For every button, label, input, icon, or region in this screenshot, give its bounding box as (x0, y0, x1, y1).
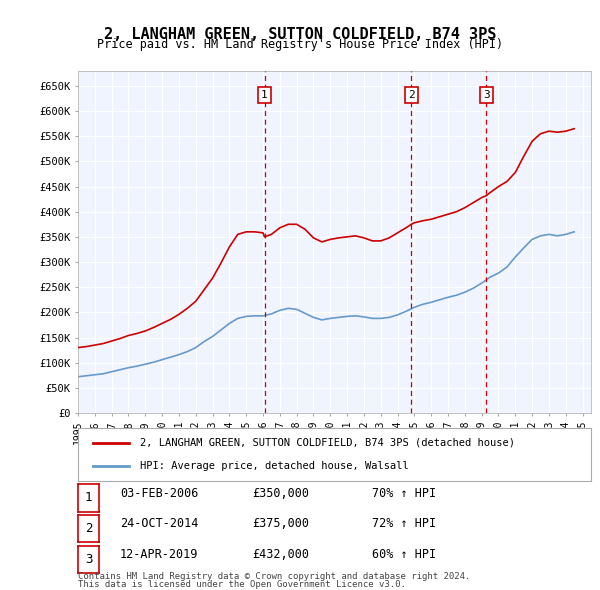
Text: 12-APR-2019: 12-APR-2019 (120, 548, 199, 561)
Text: £350,000: £350,000 (252, 487, 309, 500)
Text: 2: 2 (408, 90, 415, 100)
Text: 2, LANGHAM GREEN, SUTTON COLDFIELD, B74 3PS (detached house): 2, LANGHAM GREEN, SUTTON COLDFIELD, B74 … (140, 438, 515, 448)
Text: 1: 1 (261, 90, 268, 100)
Text: £375,000: £375,000 (252, 517, 309, 530)
Text: 03-FEB-2006: 03-FEB-2006 (120, 487, 199, 500)
Text: Contains HM Land Registry data © Crown copyright and database right 2024.: Contains HM Land Registry data © Crown c… (78, 572, 470, 581)
Text: HPI: Average price, detached house, Walsall: HPI: Average price, detached house, Wals… (140, 461, 409, 471)
Text: £432,000: £432,000 (252, 548, 309, 561)
Text: 24-OCT-2014: 24-OCT-2014 (120, 517, 199, 530)
Text: 2: 2 (85, 522, 92, 535)
Text: 60% ↑ HPI: 60% ↑ HPI (372, 548, 436, 561)
Text: 3: 3 (483, 90, 490, 100)
Text: This data is licensed under the Open Government Licence v3.0.: This data is licensed under the Open Gov… (78, 580, 406, 589)
Text: 72% ↑ HPI: 72% ↑ HPI (372, 517, 436, 530)
Text: 2, LANGHAM GREEN, SUTTON COLDFIELD, B74 3PS: 2, LANGHAM GREEN, SUTTON COLDFIELD, B74 … (104, 27, 496, 41)
Text: 3: 3 (85, 553, 92, 566)
Text: 1: 1 (85, 491, 92, 504)
Text: 70% ↑ HPI: 70% ↑ HPI (372, 487, 436, 500)
Text: Price paid vs. HM Land Registry's House Price Index (HPI): Price paid vs. HM Land Registry's House … (97, 38, 503, 51)
